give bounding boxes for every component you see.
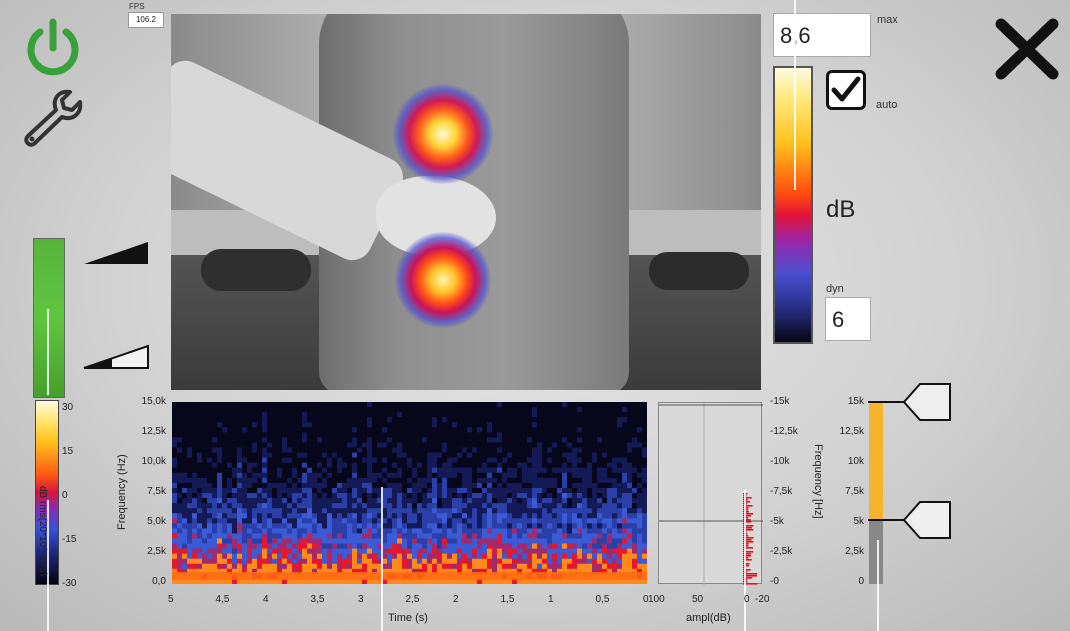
volume-up-icon[interactable] [82,240,150,266]
amplitude-plot[interactable] [658,402,763,585]
dyn-value-field[interactable]: 6 [825,297,871,341]
spec-xticks-0: 5 [168,594,174,605]
amplitude-cursor-line[interactable] [744,490,746,631]
max-label: max [877,14,898,26]
fr-ticks-5: 2,5k [845,546,864,557]
fr-ticks-0: 15k [847,396,864,407]
lc-ticks-1: 15 [62,446,74,457]
fr-ticks-6: 0 [858,576,864,587]
ampl-yticks-5: -2,5k [770,546,793,557]
colorbar-slider-line[interactable] [47,500,49,631]
lc-ticks-0: 30 [62,402,74,413]
frequency-range-bar [869,402,883,584]
spec-yticks-3: 7,5k [147,486,166,497]
auto-checkbox[interactable] [826,70,866,110]
spec-xticks-3: 3,5 [310,594,325,605]
overlay-colorbar [773,66,813,344]
spec-xticks-6: 2 [453,594,459,605]
ampl-yticks-4: -5k [770,516,784,527]
ampl-xticks-3: -20 [755,594,770,605]
db-unit-label: dB [826,196,856,223]
ampl-yticks-2: -10k [770,456,790,467]
spectrogram-ylabel: Frequency (Hz) [116,454,128,530]
close-icon[interactable] [995,18,1059,80]
fps-readout: 106.2 [128,12,164,28]
spectrogram-plot[interactable] [172,402,647,584]
wrench-icon[interactable] [18,86,88,154]
spec-yticks-4: 5,0k [147,516,166,527]
sound-hotspot-upper [393,84,493,184]
amplitude-ylabel: Frequency [Hz] [812,444,824,519]
camera-view[interactable] [171,14,761,390]
ampl-yticks-3: -7,5k [770,486,793,497]
spec-xticks-10: 0 [643,594,649,605]
spec-xticks-9: 0,5 [595,594,610,605]
colorbar-cursor-line[interactable] [794,0,796,190]
colorbar-axis-label: dB rms(20*10^-5Pa) [37,486,48,577]
upper-frequency-handle[interactable] [868,382,952,422]
ampl-yticks-6: -0 [770,576,779,587]
fr-ticks-4: 5k [853,516,864,527]
spec-yticks-1: 12,5k [141,426,166,437]
amplitude-xlabel: ampl(dB) [686,612,731,624]
frequency-slider-line[interactable] [877,540,879,631]
time-cursor-line[interactable] [381,487,383,631]
fr-ticks-2: 10k [847,456,864,467]
sound-hotspot-lower [395,232,491,328]
ampl-yticks-1: -12,5k [770,426,798,437]
lower-frequency-handle[interactable] [868,500,952,540]
spec-xticks-5: 2,5 [405,594,420,605]
max-value-field[interactable]: 8,6 [773,13,871,57]
lc-ticks-2: 0 [62,490,68,501]
fps-label: FPS [129,2,145,11]
spec-xticks-8: 1 [548,594,554,605]
spec-yticks-6: 0,0 [152,576,166,587]
spec-xticks-2: 4 [263,594,269,605]
ampl-yticks-0: -15k [770,396,790,407]
ampl-xticks-2: 0 [744,594,750,605]
lc-ticks-4: -30 [62,578,77,589]
level-indicator-line[interactable] [47,309,49,396]
frequency-range-selection [869,402,883,520]
spec-xticks-1: 4,5 [215,594,230,605]
spec-xticks-7: 1,5 [500,594,515,605]
spec-yticks-5: 2,5k [147,546,166,557]
fr-ticks-3: 7,5k [845,486,864,497]
spec-xticks-4: 3 [358,594,364,605]
ampl-xticks-0: 100 [648,594,665,605]
fr-ticks-1: 12,5k [839,426,864,437]
spec-yticks-2: 10,0k [141,456,166,467]
volume-down-icon[interactable] [82,344,150,370]
spectrogram-xlabel: Time (s) [388,612,428,624]
level-meter [33,238,65,398]
ampl-xticks-1: 50 [692,594,704,605]
auto-label: auto [876,99,898,111]
spec-yticks-0: 15,0k [141,396,166,407]
dyn-label: dyn [826,283,844,295]
lc-ticks-3: -15 [62,534,77,545]
checkmark-icon [831,76,861,102]
power-icon[interactable] [22,18,84,80]
